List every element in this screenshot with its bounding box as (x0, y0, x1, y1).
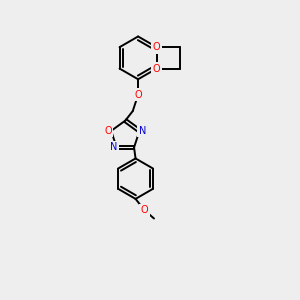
Text: O: O (153, 64, 160, 74)
Text: O: O (104, 126, 112, 136)
Text: O: O (134, 90, 142, 100)
Text: N: N (139, 126, 146, 136)
Text: N: N (110, 142, 117, 152)
Text: O: O (153, 42, 160, 52)
Text: O: O (141, 205, 148, 215)
